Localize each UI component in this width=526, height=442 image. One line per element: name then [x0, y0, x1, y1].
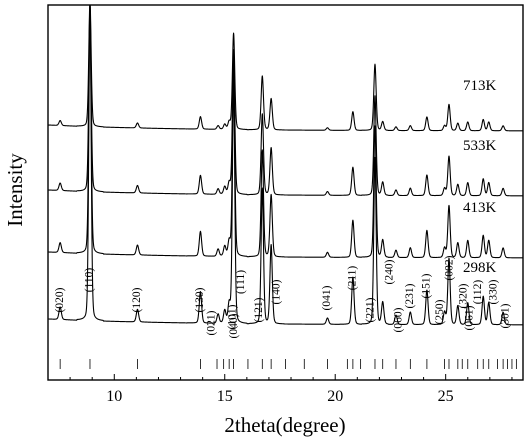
reference-ticks [59, 359, 517, 369]
hkl-labels: (020) (110) (120) (130)(021) (101)(040) (111)… [54, 255, 512, 338]
trace-298K [47, 5, 524, 326]
y-axis-title: Intensity [3, 153, 27, 227]
hkl-label: (040) [228, 313, 240, 338]
hkl-label: (110) [84, 268, 96, 293]
trace-533K [47, 4, 524, 197]
series-label-413K: 413K [463, 200, 497, 216]
diffraction-traces [47, 4, 524, 326]
x-tick-label: 25 [438, 388, 454, 405]
hkl-label: (330) [487, 279, 499, 304]
hkl-label: (151) [421, 273, 433, 298]
hkl-label: (101) [226, 304, 238, 329]
hkl-label: (250) [434, 299, 446, 324]
hkl-label: (111) [235, 270, 247, 294]
plot-frame [47, 4, 524, 381]
hkl-label: (240) [383, 259, 395, 284]
hkl-label: (061) [463, 305, 475, 330]
hkl-label: (112) [472, 280, 484, 305]
hkl-label: (021) [206, 310, 218, 335]
hkl-label: (301) [500, 303, 512, 328]
hkl-label: (221) [365, 297, 377, 322]
hkl-label: (002) [444, 255, 456, 280]
trace-713K [47, 4, 524, 132]
x-tick-label: 15 [217, 388, 233, 405]
hkl-label: (060) [393, 307, 405, 332]
temperature-labels: 298K 413K 533K 713K [463, 78, 497, 276]
hkl-label: (041) [321, 285, 333, 310]
hkl-label: (120) [131, 287, 143, 312]
series-label-533K: 533K [463, 138, 497, 154]
trace-413K [47, 5, 524, 259]
hkl-label: (231) [404, 283, 416, 308]
x-tick-label: 20 [327, 388, 343, 405]
x-axis: 10 15 20 25 [69, 374, 513, 405]
hkl-label: (130) [194, 287, 206, 312]
hkl-label: (121) [253, 297, 265, 322]
hkl-label: (140) [271, 279, 283, 304]
hkl-label: (320) [457, 283, 469, 308]
series-label-713K: 713K [463, 78, 497, 94]
series-label-298K: 298K [463, 260, 497, 276]
hkl-label: (020) [54, 287, 66, 312]
x-tick-label: 10 [106, 388, 122, 405]
hkl-label: (211) [347, 266, 359, 291]
x-axis-title: 2theta(degree) [224, 413, 345, 437]
